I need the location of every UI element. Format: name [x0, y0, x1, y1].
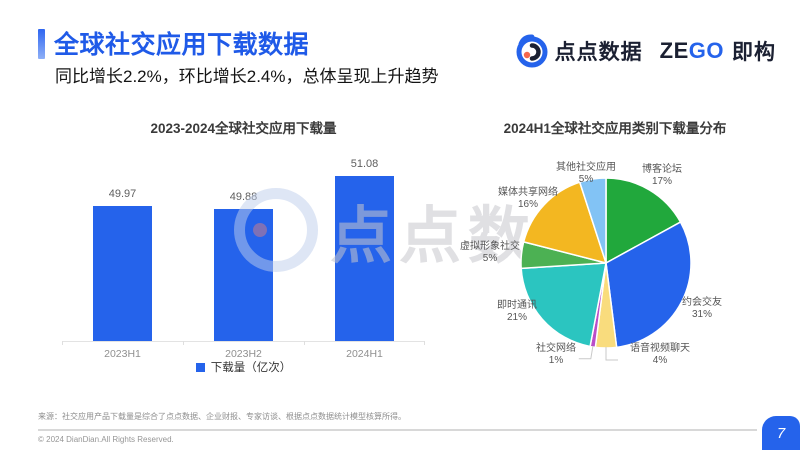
pie-label: 语音视频聊天 4% — [630, 343, 690, 366]
pie-svg — [520, 177, 692, 361]
axis-tick — [62, 341, 63, 345]
bar-value-label: 49.88 — [229, 191, 258, 203]
pie-label: 约会交友 31% — [682, 297, 722, 320]
bar-category-label: 2024H1 — [346, 348, 383, 360]
pie-leader-line — [578, 345, 594, 360]
bar — [214, 209, 273, 341]
bar — [335, 176, 394, 341]
title-accent-bar — [38, 29, 45, 59]
pie-label: 社交网络 1% — [536, 343, 576, 366]
pie-slice — [522, 181, 607, 264]
page-title: 全球社交应用下载数据 — [54, 31, 310, 59]
bar — [93, 206, 152, 341]
diandian-logo-text: 点点数据 — [554, 41, 643, 64]
pie-slice — [605, 177, 682, 264]
zego-logo-text: ZEGO — [659, 38, 724, 63]
axis-tick — [183, 341, 184, 345]
diandian-logo-icon — [516, 34, 548, 68]
pie-slice — [578, 177, 607, 264]
legend-swatch — [195, 363, 205, 372]
pie-chart: 博客论坛 17% 约会交友 31% 语音视频聊天 4% 社交网络 1% 即时通讯 21% 虚拟形象社… — [440, 140, 790, 385]
bar-value-label: 49.97 — [108, 188, 137, 200]
jigou-logo-text: 即构 — [732, 41, 776, 64]
bar-chart-legend: 下载量（亿次） — [62, 359, 425, 377]
bar-chart-title: 2023-2024全球社交应用下载量 — [150, 121, 337, 136]
pie-label: 即时通讯 21% — [497, 300, 537, 323]
bar-category-label: 2023H1 — [104, 348, 141, 360]
axis-tick — [304, 341, 305, 345]
footer-divider — [38, 429, 757, 431]
axis-tick — [424, 341, 425, 345]
pie-leader-line — [605, 347, 618, 361]
pie-label: 媒体共享网络 16% — [498, 187, 558, 210]
pie-label: 其他社交应用 5% — [556, 162, 616, 185]
bar-category-label: 2023H2 — [225, 348, 262, 360]
pie-chart-title: 2024H1全球社交应用类别下载量分布 — [503, 121, 727, 136]
bar-value-label: 51.08 — [350, 158, 379, 170]
pie-slice — [605, 221, 692, 349]
pie-label: 虚拟形象社交 5% — [460, 241, 520, 264]
legend-label: 下载量（亿次） — [210, 362, 292, 374]
bar-chart: 49.97 2023H1 49.88 2023H2 51.08 2024H1 — [62, 151, 425, 360]
brand-logos: 点点数据 ZEGO 即构 — [514, 33, 776, 69]
page-subtitle: 同比增长2.2%，环比增长2.4%，总体呈现上升趋势 — [55, 67, 439, 86]
source-note: 来源：社交应用产品下载量是综合了点点数据、企业财报、专家访谈、根据点点数据统计模… — [38, 412, 406, 421]
page-number-badge: 7 — [762, 416, 800, 450]
pie-slice — [520, 262, 607, 348]
copyright: © 2024 DianDian.All Rights Reserved. — [38, 435, 174, 444]
pie-label: 博客论坛 17% — [642, 164, 682, 187]
